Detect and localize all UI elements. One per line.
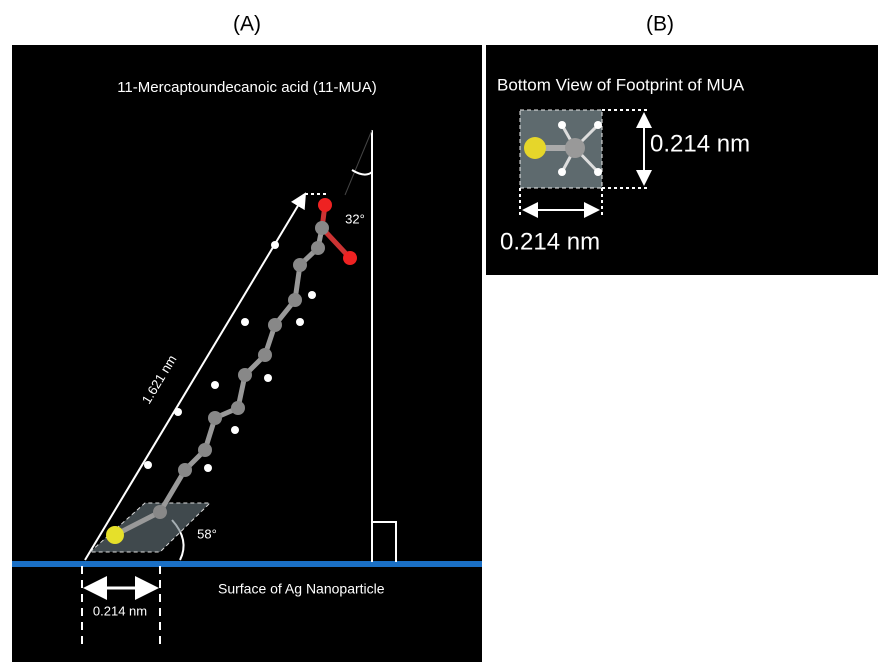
width-label: 0.214 nm xyxy=(500,228,600,255)
angle-label: 58° xyxy=(197,526,217,541)
panel-title: Bottom View of Footprint of MUA xyxy=(497,75,745,94)
panel-title: 11-Mercaptoundecanoic acid (11-MUA) xyxy=(117,79,377,96)
figure: (A) 11-Mercaptoundecanoic acid (11-MUA) … xyxy=(0,0,878,662)
panel-label: (B) xyxy=(646,13,674,36)
surface-label: Surface of Ag Nanoparticle xyxy=(218,581,385,597)
panel-label: (A) xyxy=(233,13,261,36)
width-label: 0.214 nm xyxy=(93,603,147,618)
height-label: 0.214 nm xyxy=(650,130,750,157)
angle-label: 32° xyxy=(345,211,365,226)
